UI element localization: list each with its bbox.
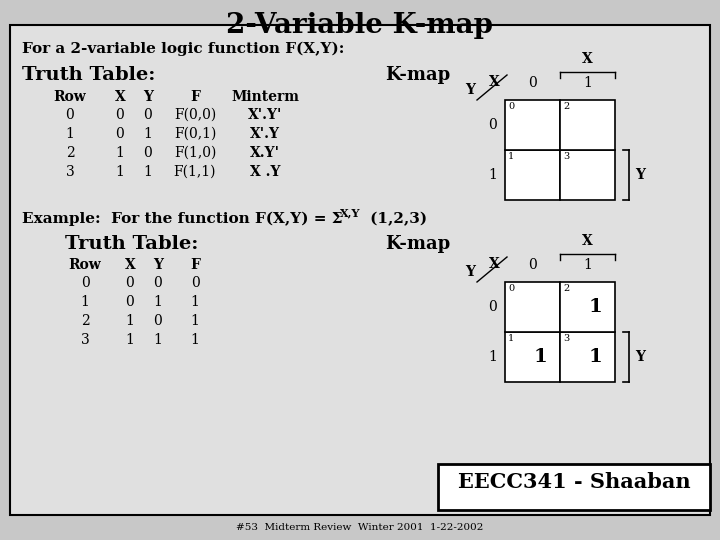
Text: X: X <box>489 257 500 271</box>
Text: 1: 1 <box>66 127 74 141</box>
Text: 3: 3 <box>81 333 89 347</box>
Text: 1: 1 <box>488 168 497 182</box>
Text: 1: 1 <box>143 165 153 179</box>
Text: 1: 1 <box>116 165 125 179</box>
Text: X .Y: X .Y <box>250 165 280 179</box>
Text: F(0,0): F(0,0) <box>174 108 216 122</box>
Text: 3: 3 <box>563 152 570 161</box>
Bar <box>438 464 710 510</box>
Text: 1: 1 <box>116 146 125 160</box>
Text: Minterm: Minterm <box>231 90 299 104</box>
Text: 0: 0 <box>191 276 199 290</box>
Text: 0: 0 <box>153 314 163 328</box>
Text: 0: 0 <box>528 258 537 272</box>
Text: 1: 1 <box>143 127 153 141</box>
Text: Example:  For the function F(X,Y) = Σ: Example: For the function F(X,Y) = Σ <box>22 212 343 226</box>
Text: X,Y: X,Y <box>340 207 361 218</box>
Text: K-map: K-map <box>385 235 450 253</box>
Text: F(1,0): F(1,0) <box>174 146 216 160</box>
Text: Y: Y <box>465 265 475 279</box>
Text: Y: Y <box>143 90 153 104</box>
Text: X: X <box>114 90 125 104</box>
Text: Row: Row <box>68 258 102 272</box>
Text: 0: 0 <box>153 276 163 290</box>
Text: X: X <box>489 75 500 89</box>
Text: 0: 0 <box>66 108 74 122</box>
Text: X'.Y': X'.Y' <box>248 108 282 122</box>
Text: 0: 0 <box>81 276 89 290</box>
Text: For a 2-variable logic function F(X,Y):: For a 2-variable logic function F(X,Y): <box>22 42 344 56</box>
Bar <box>505 100 560 150</box>
Text: 0: 0 <box>116 108 125 122</box>
Text: Y: Y <box>635 350 645 364</box>
Text: 3: 3 <box>66 165 74 179</box>
Text: 2: 2 <box>66 146 74 160</box>
Text: 1: 1 <box>488 350 497 364</box>
Text: F: F <box>190 90 200 104</box>
Text: 0: 0 <box>528 76 537 90</box>
Text: (1,2,3): (1,2,3) <box>365 212 427 226</box>
Text: F(1,1): F(1,1) <box>174 165 216 179</box>
Text: X: X <box>582 234 593 248</box>
Text: 1: 1 <box>508 334 514 343</box>
Text: 0: 0 <box>143 108 153 122</box>
Text: 1: 1 <box>81 295 89 309</box>
Text: EECC341 - Shaaban: EECC341 - Shaaban <box>458 472 690 492</box>
Text: 0: 0 <box>116 127 125 141</box>
Text: X: X <box>125 258 135 272</box>
Text: 1: 1 <box>534 348 548 366</box>
Bar <box>505 282 560 332</box>
Text: K-map: K-map <box>385 66 450 84</box>
Text: 1: 1 <box>191 314 199 328</box>
Bar <box>505 150 560 200</box>
Text: Y: Y <box>465 83 475 97</box>
Text: 1: 1 <box>583 76 592 90</box>
Text: 1: 1 <box>153 295 163 309</box>
Text: 1: 1 <box>125 314 135 328</box>
Text: 0: 0 <box>508 102 514 111</box>
Text: 1: 1 <box>191 295 199 309</box>
Text: 0: 0 <box>125 276 135 290</box>
Text: 0: 0 <box>488 300 497 314</box>
Text: 3: 3 <box>563 334 570 343</box>
Text: X'.Y: X'.Y <box>250 127 280 141</box>
Text: 0: 0 <box>488 118 497 132</box>
Text: F: F <box>190 258 200 272</box>
Text: 2: 2 <box>563 284 570 293</box>
Text: 2: 2 <box>81 314 89 328</box>
Text: #53  Midterm Review  Winter 2001  1-22-2002: #53 Midterm Review Winter 2001 1-22-2002 <box>236 523 484 532</box>
Text: 0: 0 <box>125 295 135 309</box>
Text: 2-Variable K-map: 2-Variable K-map <box>227 12 493 39</box>
Text: 0: 0 <box>508 284 514 293</box>
Text: Truth Table:: Truth Table: <box>65 235 199 253</box>
Bar <box>560 282 615 332</box>
Text: X: X <box>582 52 593 66</box>
Text: 1: 1 <box>125 333 135 347</box>
Text: X.Y': X.Y' <box>250 146 280 160</box>
Text: Y: Y <box>153 258 163 272</box>
Text: 0: 0 <box>143 146 153 160</box>
Text: 1: 1 <box>508 152 514 161</box>
Text: 1: 1 <box>191 333 199 347</box>
Text: 2: 2 <box>563 102 570 111</box>
Bar <box>560 100 615 150</box>
Text: Truth Table:: Truth Table: <box>22 66 156 84</box>
Text: 1: 1 <box>153 333 163 347</box>
Text: 1: 1 <box>589 348 603 366</box>
Bar <box>505 332 560 382</box>
Text: Row: Row <box>53 90 86 104</box>
Text: Y: Y <box>635 168 645 182</box>
Text: F(0,1): F(0,1) <box>174 127 216 141</box>
Bar <box>560 332 615 382</box>
Text: 1: 1 <box>589 298 603 316</box>
Bar <box>560 150 615 200</box>
Text: 1: 1 <box>583 258 592 272</box>
